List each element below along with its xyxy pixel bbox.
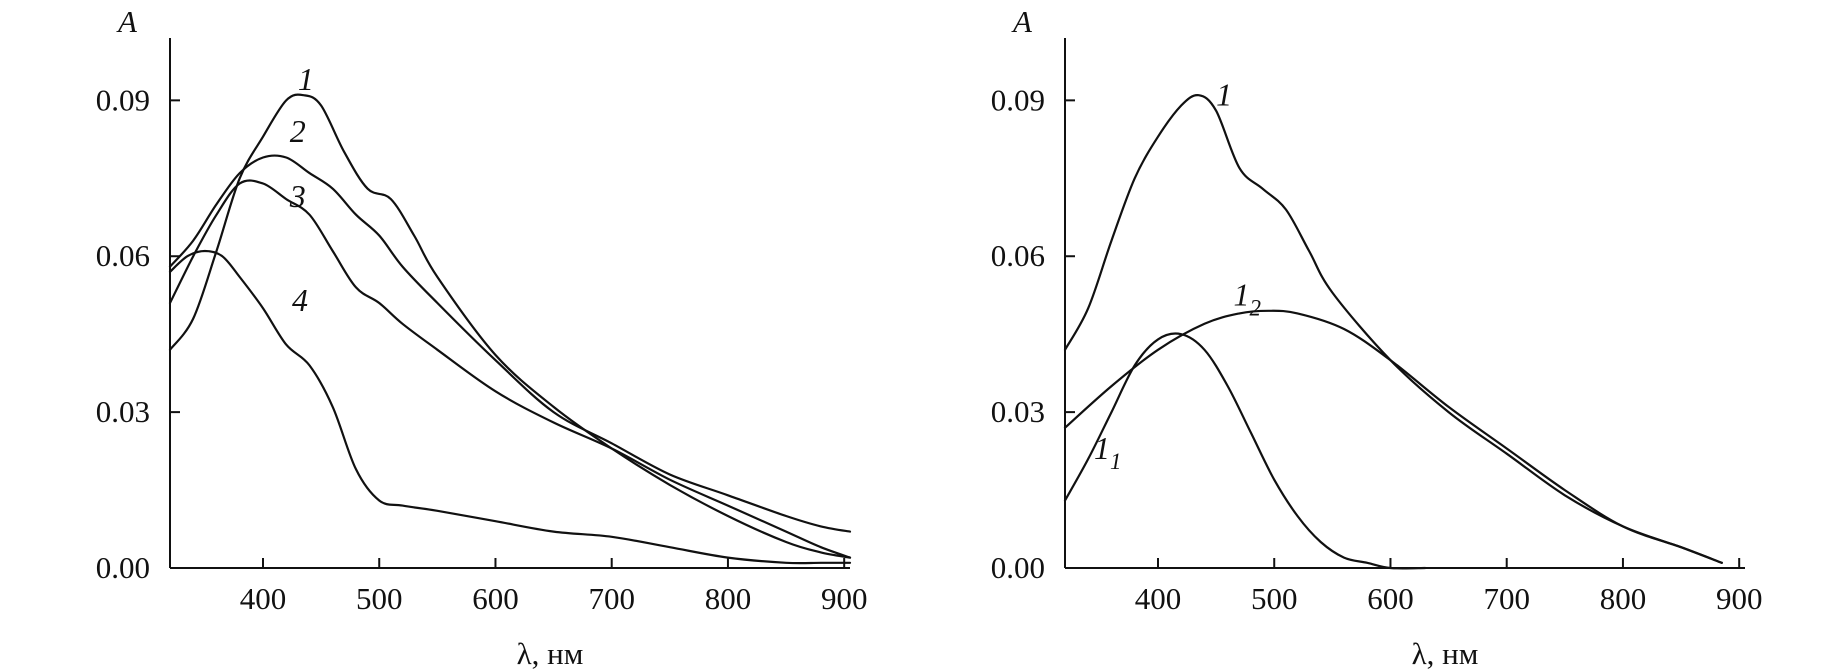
series-1-line [1063, 94, 1723, 564]
series-1-2-line [1063, 309, 1723, 564]
x-tick-label: 400 [240, 581, 287, 616]
x-tick-label: 600 [472, 581, 519, 616]
x-tick-label: 500 [356, 581, 403, 616]
series-1-2-label: 12 [1234, 277, 1262, 321]
series-1-1-label: 11 [1094, 430, 1122, 474]
right-chart: 0.00 0.03 0.06 0.09 400 500 600 700 800 900 Aλ, нм… [991, 4, 1763, 670]
series-3-label: 3 [289, 178, 306, 214]
y-tick-label: 0.00 [991, 550, 1045, 585]
series-1-label: 1 [1216, 77, 1232, 113]
series-4-line [168, 249, 852, 565]
series-4-label: 4 [292, 282, 308, 318]
y-axis-label: A [116, 4, 138, 39]
x-tick-label: 900 [821, 581, 868, 616]
x-tick-label: 800 [1600, 581, 1647, 616]
x-tick-label: 600 [1367, 581, 1414, 616]
y-tick-label: 0.09 [96, 82, 150, 117]
y-tick-label: 0.03 [96, 394, 150, 429]
x-tick-label: 800 [705, 581, 752, 616]
y-tick-label: 0.09 [991, 82, 1045, 117]
x-tick-label: 700 [588, 581, 635, 616]
series-1-1-line [1063, 332, 1427, 570]
series-2-line [168, 154, 852, 533]
x-axis-label: λ, нм [517, 636, 584, 670]
series-3-line [168, 179, 852, 559]
y-tick-label: 0.06 [96, 238, 150, 273]
x-tick-label: 700 [1483, 581, 1530, 616]
y-tick-label: 0.03 [991, 394, 1045, 429]
series-1-line [168, 93, 852, 559]
y-tick-label: 0.00 [96, 550, 150, 585]
series-1-label: 1 [298, 61, 314, 97]
y-axis-label: A [1011, 4, 1033, 39]
series-2-label: 2 [290, 113, 306, 149]
left-chart: 0.00 0.03 0.06 0.09 400 500 600 700 800 900 Aλ, нм… [96, 4, 868, 670]
x-tick-label: 900 [1716, 581, 1763, 616]
y-tick-label: 0.06 [991, 238, 1045, 273]
x-tick-label: 500 [1251, 581, 1298, 616]
x-axis-label: λ, нм [1412, 636, 1479, 670]
x-tick-label: 400 [1135, 581, 1182, 616]
